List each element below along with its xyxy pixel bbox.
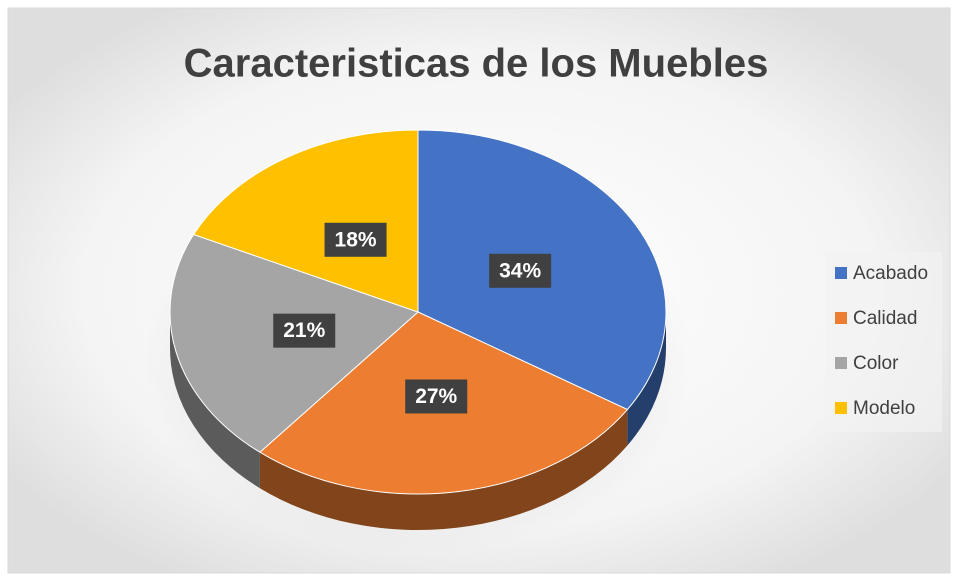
legend-label: Color — [853, 353, 899, 374]
data-label: 21% — [283, 319, 325, 342]
legend-swatch — [835, 312, 847, 324]
legend-label: Calidad — [853, 308, 917, 329]
data-label-box — [324, 222, 387, 257]
data-label: 18% — [335, 228, 377, 251]
data-label: 27% — [415, 385, 457, 408]
data-label: 34% — [499, 259, 541, 282]
legend-swatch — [835, 267, 847, 279]
legend-swatch — [835, 357, 847, 369]
chart-title: Caracteristicas de los Muebles — [184, 42, 769, 86]
pie-slice — [192, 129, 419, 313]
legend-label: Acabado — [853, 263, 928, 284]
slice-side — [170, 312, 260, 489]
data-label-box — [405, 379, 468, 414]
legend-label: Modelo — [853, 398, 915, 419]
data-label-box — [273, 313, 336, 348]
data-label-box — [489, 253, 552, 288]
slice-side — [627, 312, 666, 446]
slice-side — [259, 409, 628, 530]
legend-swatch — [835, 402, 847, 414]
